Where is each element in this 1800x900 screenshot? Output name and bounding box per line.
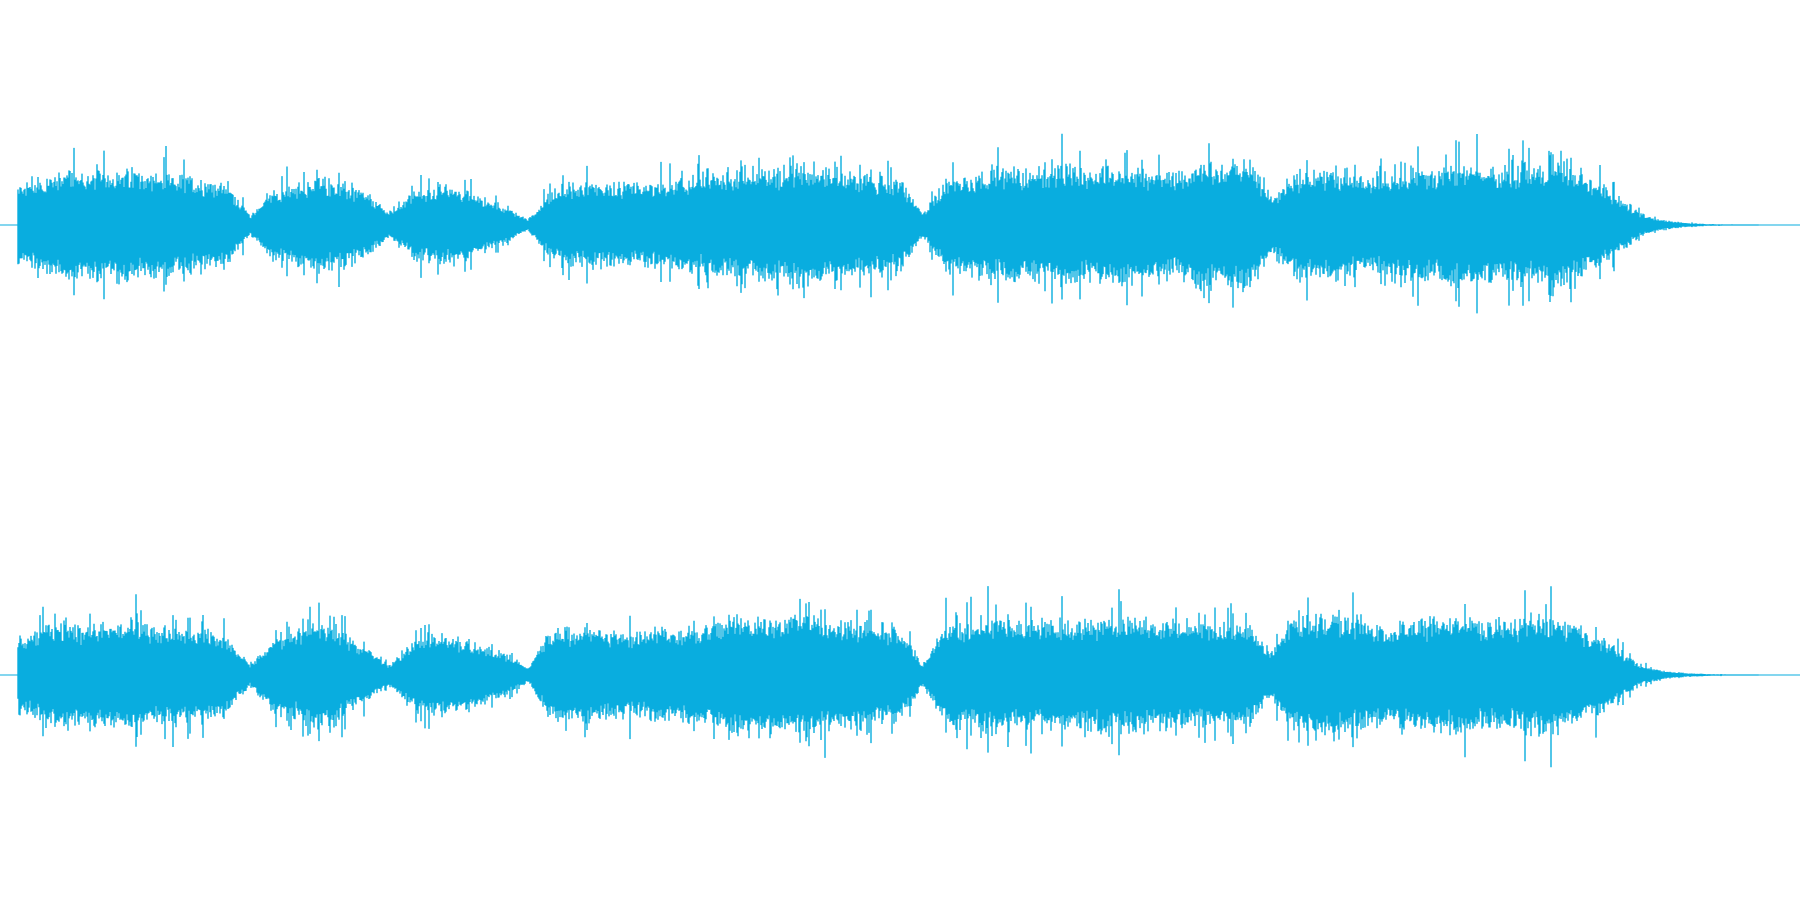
waveform-channel-left bbox=[0, 133, 1800, 314]
waveform-left bbox=[17, 133, 1759, 314]
waveform-channel-right bbox=[0, 586, 1800, 768]
waveform-right bbox=[17, 586, 1759, 768]
